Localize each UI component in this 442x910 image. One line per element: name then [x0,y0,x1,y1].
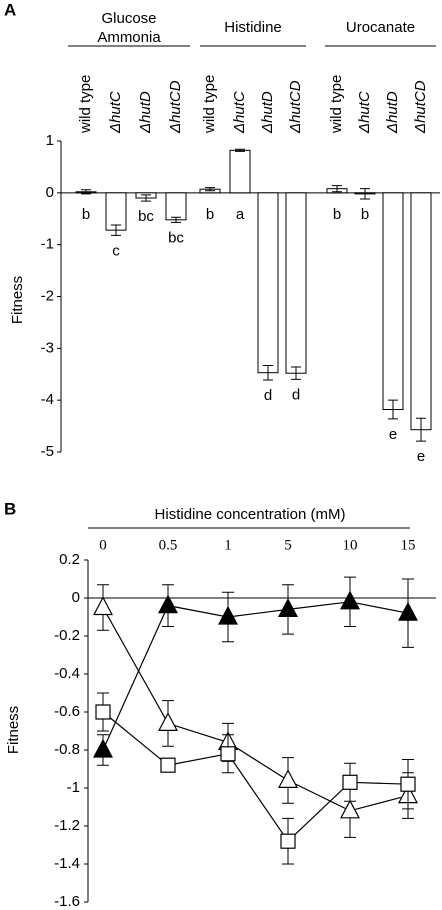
marker [93,738,113,758]
error-bar [171,216,181,223]
significance-letter: bc [138,208,154,225]
y-tick-label: -1 [67,779,80,796]
bar [410,192,432,431]
bar [382,192,404,410]
x-tick-label: 0.5 [159,537,178,553]
significance-letter: b [361,206,369,223]
marker [278,769,298,788]
bar [229,149,251,194]
bar [257,192,279,374]
y-tick-label: 0.2 [59,551,80,568]
x-tick-label: 5 [284,537,292,553]
y-tick-label: -1.4 [54,855,80,872]
significance-letter: b [82,206,90,223]
marker [280,833,296,849]
significance-letter: b [206,206,214,223]
y-axis-label: Fitness [5,706,22,754]
series-line [102,607,409,812]
x-tick-label: 10 [343,537,358,553]
category-label: wild type [328,75,345,134]
marker [158,712,178,731]
marker [340,799,360,819]
x-tick-label: 15 [401,537,416,553]
significance-letter: b [333,206,341,223]
y-tick-label: 1 [46,132,54,149]
group-label: Urocanate [346,19,415,36]
significance-letter: e [389,426,397,443]
error-bar [205,187,215,192]
x-tick-label: 1 [224,537,232,553]
marker [95,704,111,720]
marker [278,598,298,617]
y-tick-label: -0.8 [54,741,80,758]
marker [398,601,418,621]
error-bar [235,148,245,152]
group-label: Histidine [224,19,282,36]
group-label: Ammonia [97,29,161,46]
y-axis-label: Fitness [9,276,26,324]
group-label: Glucose [101,10,156,27]
error-bar [332,185,342,193]
significance-letter: c [112,242,120,259]
category-label: wild type [201,75,218,134]
category-label: ΔhutCD [412,80,429,134]
category-label: ΔhutD [384,91,401,134]
y-tick-label: -0.4 [54,665,80,682]
marker [400,776,416,792]
y-tick-label: -1 [41,236,54,253]
bar [285,192,307,374]
error-bar [360,188,370,200]
error-bar [81,189,91,195]
significance-letter: a [236,206,245,223]
y-tick-label: -4 [41,391,54,408]
significance-letter: bc [168,229,184,246]
category-label: wild type [77,75,94,134]
series-line [102,601,409,751]
category-label: ΔhutCD [167,80,184,134]
category-label: ΔhutD [137,91,154,134]
y-tick-label: 0 [72,589,80,606]
series-line [102,711,409,843]
y-tick-label: -3 [41,339,54,356]
marker [342,774,358,790]
y-tick-label: 0 [46,184,54,201]
category-label: ΔhutC [231,91,248,134]
x-tick-label: 0 [99,537,107,553]
significance-letter: d [292,386,300,403]
marker [160,757,176,773]
marker [93,596,113,616]
marker [220,746,236,762]
marker [218,605,238,625]
y-tick-label: -1.6 [54,893,80,910]
panel-label: A [4,0,16,19]
x-axis-title: Histidine concentration (mM) [155,506,346,523]
significance-letter: e [417,448,425,465]
bar [165,192,187,221]
y-tick-label: -2 [41,287,54,304]
category-label: ΔhutC [107,91,124,134]
y-tick-label: -5 [41,443,54,460]
y-tick-label: -0.2 [54,627,80,644]
y-tick-label: -0.6 [54,703,80,720]
error-bar [416,417,426,442]
marker [158,594,178,614]
category-label: ΔhutD [259,91,276,134]
error-bar [263,364,273,381]
error-bar [388,399,398,420]
category-label: ΔhutCD [287,80,304,134]
marker [340,590,360,610]
panel-label: B [4,499,16,518]
error-bar [291,366,301,380]
significance-letter: d [264,387,272,404]
error-bar [141,194,151,202]
y-tick-label: -1.2 [54,817,80,834]
error-bar [111,224,121,236]
category-label: ΔhutC [356,91,373,134]
